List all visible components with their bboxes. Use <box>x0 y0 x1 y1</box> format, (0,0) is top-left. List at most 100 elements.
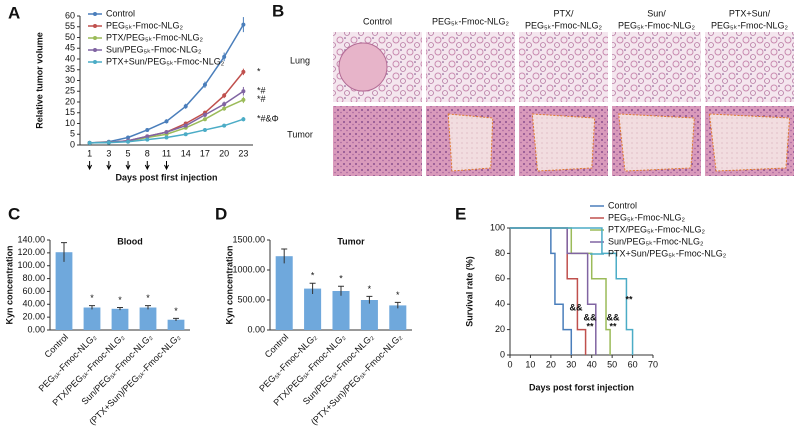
bar <box>389 305 407 330</box>
column-header: PTX/ <box>553 8 574 18</box>
column-header: PEG₅ₖ-Fmoc-NLG₂ <box>618 20 695 30</box>
data-point <box>145 134 150 139</box>
bar <box>304 288 322 330</box>
y-tick-label: 500.00 <box>237 294 265 304</box>
significance-mark: * <box>174 306 178 316</box>
y-tick-label: 40 <box>495 299 505 309</box>
injection-arrow <box>164 161 169 171</box>
legend-marker <box>93 12 97 16</box>
data-point <box>183 123 188 128</box>
series-line <box>510 227 597 355</box>
x-axis-label: Days post first injection <box>115 172 217 182</box>
x-tick-label: 17 <box>200 148 210 158</box>
legend-label: Control <box>106 8 135 18</box>
bar <box>332 291 350 330</box>
y-tick-label: 80.00 <box>22 273 45 283</box>
panel-letter: A <box>8 3 20 22</box>
series-line <box>510 227 587 355</box>
data-point <box>222 54 227 59</box>
y-tick-label: 60 <box>65 10 75 20</box>
y-tick-label: 0.00 <box>247 324 265 334</box>
injection-arrow <box>106 161 112 171</box>
significance-mark: ** <box>609 321 617 331</box>
significance-mark: ** <box>586 321 594 331</box>
chart-title: Tumor <box>337 236 365 246</box>
significance-mark: *# <box>257 86 266 96</box>
lung-lesion <box>338 42 388 92</box>
x-tick-label: 23 <box>238 148 248 158</box>
data-point <box>164 135 169 140</box>
x-tick-label: 10 <box>525 359 535 369</box>
panel-letter: C <box>8 204 20 223</box>
significance-mark: *#&Φ <box>257 114 279 124</box>
data-point <box>164 119 169 124</box>
y-axis-label: Relative tumor volume <box>34 32 44 129</box>
y-tick-label: 20 <box>65 96 75 106</box>
series-line <box>510 227 573 355</box>
legend-marker <box>93 24 97 28</box>
legend-label: PTX+Sun/PEG₅ₖ-Fmoc-NLG₂ <box>106 56 225 66</box>
y-tick-label: 20.00 <box>22 312 45 322</box>
y-tick-label: 20 <box>495 324 505 334</box>
x-tick-label: 60 <box>628 359 638 369</box>
data-point <box>183 104 188 109</box>
data-point <box>222 93 227 98</box>
y-tick-label: 40.00 <box>22 299 45 309</box>
legend-label: Control <box>608 200 637 210</box>
histology-image <box>612 32 701 102</box>
data-point <box>241 117 246 122</box>
x-tick-label: 70 <box>648 359 658 369</box>
data-point <box>126 139 131 144</box>
error-bar <box>394 301 401 309</box>
x-tick-label: Control <box>263 332 291 360</box>
y-tick-label: 0.00 <box>27 324 45 334</box>
x-tick-label: 30 <box>566 359 576 369</box>
panel-letter: E <box>455 204 466 223</box>
data-point <box>145 127 150 132</box>
data-point <box>222 123 227 128</box>
y-tick-label: 45 <box>65 43 75 53</box>
histology-image <box>426 32 515 102</box>
x-tick-label: 1 <box>87 148 92 158</box>
bar <box>360 300 378 330</box>
legend-label: PTX/PEG₅ₖ-Fmoc-NLG₂ <box>608 224 705 234</box>
significance-mark: && <box>570 302 583 312</box>
y-tick-label: 60 <box>495 273 505 283</box>
y-tick-label: 1000.00 <box>232 264 265 274</box>
legend-label: PEG₅ₖ-Fmoc-NLG₂ <box>106 20 183 30</box>
x-tick-label: 20 <box>219 148 229 158</box>
column-header: PEG₅ₖ-Fmoc-NLG₂ <box>432 16 509 26</box>
significance-mark: * <box>257 66 261 76</box>
y-axis-label: Survival rate (%) <box>464 256 474 327</box>
y-tick-label: 40 <box>65 53 75 63</box>
panel-letter: B <box>272 1 284 20</box>
legend-label: Sun/PEG₅ₖ-Fmoc-NLG₂ <box>608 236 704 246</box>
significance-mark: * <box>146 293 150 303</box>
x-tick-label: 14 <box>181 148 191 158</box>
x-axis-label: Days post forst injection <box>529 382 634 392</box>
legend-label: PTX/PEG₅ₖ-Fmoc-NLG₂ <box>106 32 203 42</box>
column-header: PEG₅ₖ-Fmoc-NLG₂ <box>525 20 602 30</box>
series-line <box>510 227 634 355</box>
data-point <box>183 132 188 137</box>
column-header: PTX+Sun/ <box>729 8 771 18</box>
error-bar <box>145 305 151 310</box>
x-tick-label: 40 <box>587 359 597 369</box>
bar <box>167 319 185 330</box>
data-point <box>87 140 92 145</box>
error-bar <box>366 295 373 304</box>
column-header: Control <box>363 16 392 26</box>
bar <box>139 307 157 330</box>
x-tick-label: Control <box>43 332 71 360</box>
chart-title: Blood <box>117 236 143 246</box>
legend-marker <box>93 48 97 52</box>
data-point <box>145 137 150 142</box>
legend-marker <box>93 60 97 64</box>
y-tick-label: 120.00 <box>17 247 45 257</box>
y-tick-label: 60.00 <box>22 286 45 296</box>
necrosis-region <box>447 113 494 172</box>
y-tick-label: 80 <box>495 248 505 258</box>
necrosis-region <box>531 113 596 172</box>
significance-mark: * <box>118 295 122 305</box>
